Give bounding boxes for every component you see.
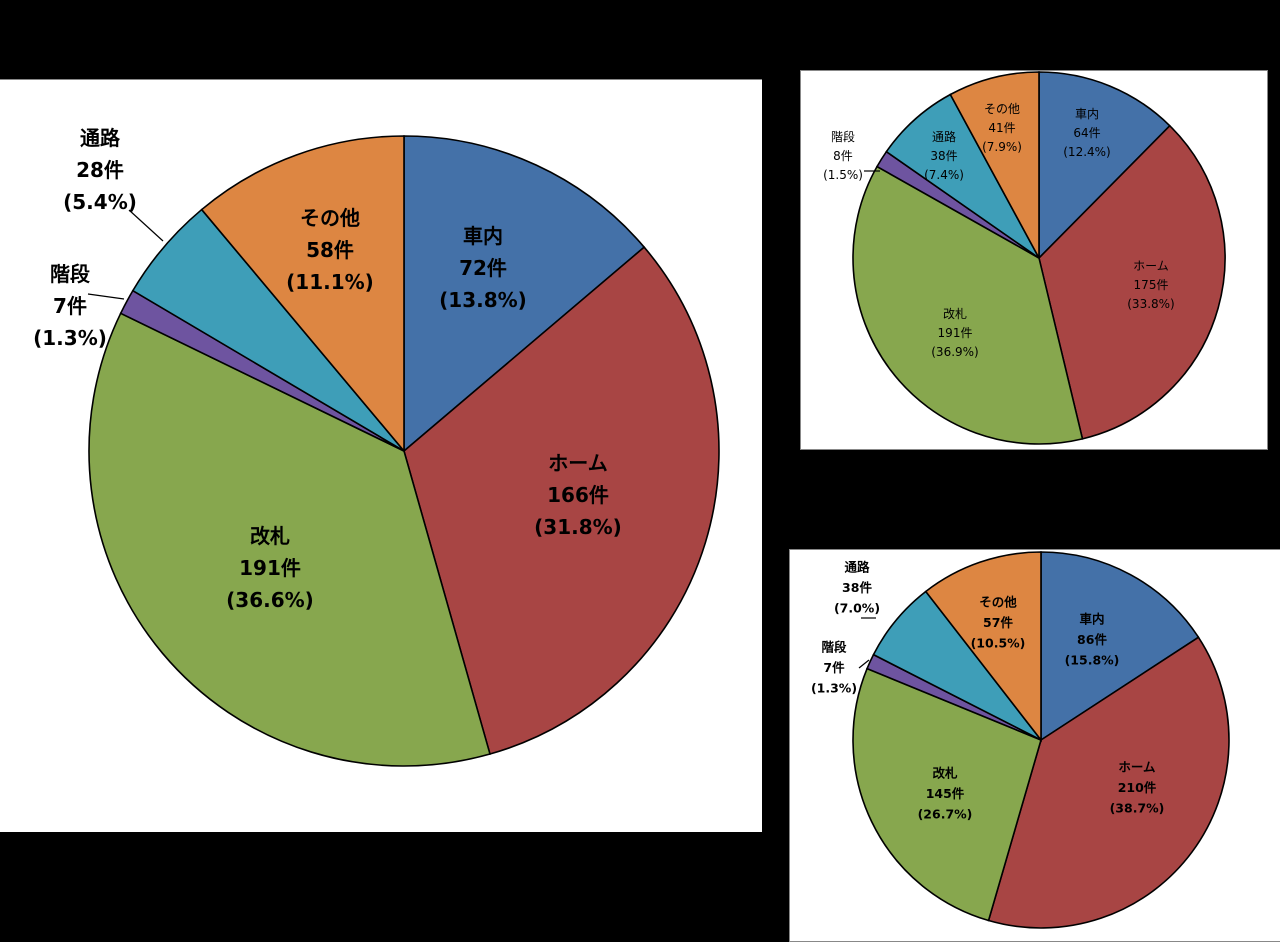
slice-count-label: 41件 [988,121,1015,135]
slice-pct_label-label: (7.0%) [834,601,880,616]
pie-slice-other [949,71,1040,259]
pie-slice-platform [403,246,720,756]
slice-label-ticket-gate: 改札 191件 (36.9%) [931,307,978,359]
slice-count-label: 72件 [459,256,507,280]
slice-name-label: ホーム [548,451,607,475]
slice-pct_label-label: (5.4%) [63,190,137,214]
slice-name-label: 通路 [80,126,121,150]
slice-count-label: 38件 [930,149,957,163]
slice-pct_label-label: (1.3%) [33,326,107,350]
leader-line-stairs [87,293,125,300]
pie-slice-car-interior [1038,71,1171,260]
slice-count-label: 191件 [938,326,973,340]
slice-label-stairs: 階段 7件 (1.3%) [33,262,107,350]
slice-count-label: 7件 [53,294,87,318]
slice-name-label: 車内 [1075,107,1099,121]
slice-label-car-interior: 車内 72件 (13.8%) [439,224,527,312]
slice-pct_label-label: (11.1%) [286,270,374,294]
slice-label-platform: ホーム 210件 (38.7%) [1110,760,1165,816]
slice-count-label: 8件 [833,149,853,163]
slice-pct_label-label: (31.8%) [534,515,622,539]
leader-line-passage [128,209,164,242]
slice-label-other: その他 57件 (10.5%) [971,595,1026,651]
pie-chart-main: 車内 72件 (13.8%) ホーム 166件 (31.8%) 改札 191件 (36.6%) 階… [33,126,720,767]
slice-name-label: 階段 [821,640,847,655]
slice-name-label: 通路 [844,560,870,575]
slice-label-platform: ホーム 175件 (33.8%) [1127,259,1174,311]
slice-pct_label-label: (33.8%) [1127,297,1174,311]
slice-name-label: ホーム [1118,760,1156,775]
slice-label-stairs: 階段 8件 (1.5%) [823,129,863,182]
pie-chart-panel-main: 車内 72件 (13.8%) ホーム 166件 (31.8%) 改札 191件 (36.6%) 階… [0,79,762,832]
slice-pct_label-label: (13.8%) [439,288,527,312]
slice-name-label: 階段 [50,262,90,286]
slice-name-label: 改札 [932,766,958,781]
slice-label-ticket-gate: 改札 191件 (36.6%) [226,524,314,612]
slice-count-label: 28件 [76,158,124,182]
pie-slice-ticket-gate [852,165,1084,445]
slice-label-car-interior: 車内 64件 (12.4%) [1063,107,1110,159]
pie-slice-other [200,135,405,454]
slice-count-label: 64件 [1073,126,1100,140]
slice-name-label: 車内 [1079,612,1104,627]
slice-label-passage: 通路 38件 (7.4%) [924,129,964,182]
slice-count-label: 175件 [1134,278,1169,292]
slice-pct_label-label: (12.4%) [1063,145,1110,159]
pie-chart-panel-bottom-right: 車内 86件 (15.8%) ホーム 210件 (38.7%) 改札 145件 (26.7%) 階… [789,549,1280,942]
leader-line-stairs [858,659,870,669]
slice-label-stairs: 階段 7件 (1.3%) [811,640,857,696]
slice-count-label: 57件 [983,615,1013,630]
slice-name-label: 車内 [463,224,503,248]
slice-label-platform: ホーム 166件 (31.8%) [534,451,622,539]
slice-label-other: その他 58件 (11.1%) [286,206,374,294]
slice-name-label: 通路 [932,129,956,144]
pie-slice-platform [1038,124,1226,440]
slice-count-label: 86件 [1077,632,1107,647]
slice-count-label: 7件 [823,660,845,675]
slice-pct_label-label: (10.5%) [971,636,1026,651]
slice-pct_label-label: (26.7%) [918,807,973,822]
slice-count-label: 58件 [306,238,354,262]
slice-name-label: その他 [300,206,360,230]
slice-count-label: 191件 [239,556,301,580]
pie-slice-other [924,551,1042,743]
slice-count-label: 145件 [926,786,965,801]
slice-label-ticket-gate: 改札 145件 (26.7%) [918,766,973,822]
slice-pct_label-label: (36.6%) [226,588,314,612]
pie-chart-bottom-right: 車内 86件 (15.8%) ホーム 210件 (38.7%) 改札 145件 (26.7%) 階… [811,551,1230,929]
slice-name-label: ホーム [1133,259,1169,273]
slice-pct_label-label: (36.9%) [931,345,978,359]
slice-name-label: その他 [979,595,1017,610]
pie-slice-ticket-gate [852,667,1042,922]
slice-count-label: 210件 [1118,780,1157,795]
slice-pct_label-label: (7.9%) [982,140,1022,154]
pie-chart-top-right: 車内 64件 (12.4%) ホーム 175件 (33.8%) 改札 191件 (36.9%) 階… [823,71,1226,445]
pie-chart-panel-top-right: 車内 64件 (12.4%) ホーム 175件 (33.8%) 改札 191件 (36.9%) 階… [800,70,1268,450]
slice-name-label: 改札 [250,524,290,548]
slice-pct_label-label: (1.5%) [823,168,863,182]
slice-pct_label-label: (1.3%) [811,681,857,696]
slice-name-label: 階段 [831,129,855,144]
slice-count-label: 166件 [547,483,609,507]
pie-slice-car-interior [403,135,646,453]
slice-label-passage: 通路 28件 (5.4%) [63,126,137,214]
pie-slice-ticket-gate [88,312,491,767]
slice-pct_label-label: (7.4%) [924,168,964,182]
slice-name-label: その他 [984,102,1020,116]
slice-label-other: その他 41件 (7.9%) [982,102,1022,154]
pie-slice-car-interior [1040,551,1200,742]
slice-pct_label-label: (38.7%) [1110,801,1165,816]
slice-name-label: 改札 [943,307,967,321]
slice-pct_label-label: (15.8%) [1065,653,1120,668]
slice-label-passage: 通路 38件 (7.0%) [834,560,880,616]
slice-count-label: 38件 [842,580,872,595]
pie-slice-platform [987,636,1230,929]
slice-label-car-interior: 車内 86件 (15.8%) [1065,612,1120,668]
